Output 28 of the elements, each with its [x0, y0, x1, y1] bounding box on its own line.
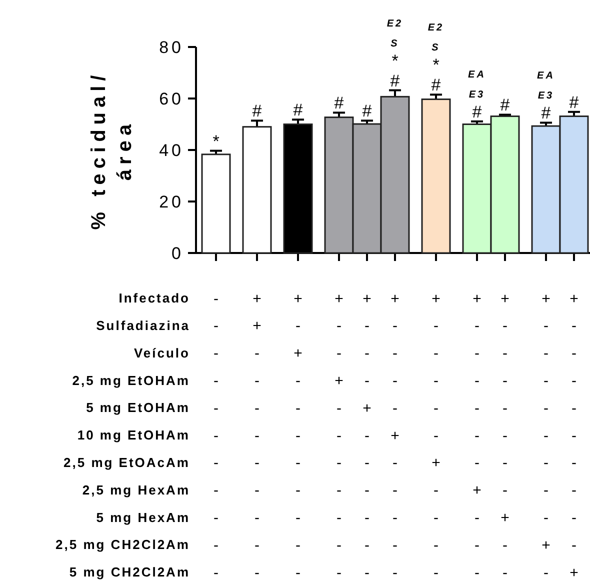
data-label: # — [293, 100, 304, 120]
y-tick-label: 20 — [159, 192, 184, 212]
text: 2,5 mg HexAm - - - - - - - + - - - — [82, 482, 576, 500]
text: 10 mg EtOHAm - - - - - + - - - - - — [77, 427, 576, 444]
y-tick-label: 80 — [159, 38, 184, 57]
data-label: # — [252, 102, 262, 121]
data-label: * — [212, 132, 220, 151]
y-tick-label: 0 — [172, 244, 184, 263]
data-label: E2 S * # — [428, 22, 444, 95]
text: 5 mg HexAm - - - - - - - - + - - — [96, 509, 576, 526]
data-label: E2 S * # — [386, 18, 404, 90]
data-label: # — [362, 102, 372, 121]
text: 5 mg EtOHAm - - - - + - - - - - - — [86, 400, 576, 417]
data-label: # — [569, 92, 580, 112]
text: Infectado - + + + + + + + + + + — [118, 290, 578, 308]
text: 2,5 mg CH2Cl2Am - - - - - - - - - + - — [56, 536, 576, 554]
y-tick-label: 60 — [159, 89, 184, 108]
text: Veículo - - + - - - - - - - - — [134, 345, 576, 362]
y-axis-title: % tecidual/ área — [88, 70, 136, 230]
text: 2,5 mg EtOAcAm - - - - - - + - - - - — [64, 454, 576, 472]
data-label: EA E3 # — [468, 69, 486, 122]
text: Sulfadiazina - + - - - - - - - - - — [96, 318, 576, 335]
data-label: # — [334, 94, 344, 113]
data-label: EA E3 # — [537, 70, 555, 123]
y-tick-label: 40 — [159, 140, 184, 160]
text: 2,5 mg EtOHAm - - - + - - - - - - - — [72, 372, 576, 390]
data-label: # — [500, 96, 510, 115]
text: 5 mg CH2Cl2Am - - - - - - - - - - + — [69, 564, 578, 582]
